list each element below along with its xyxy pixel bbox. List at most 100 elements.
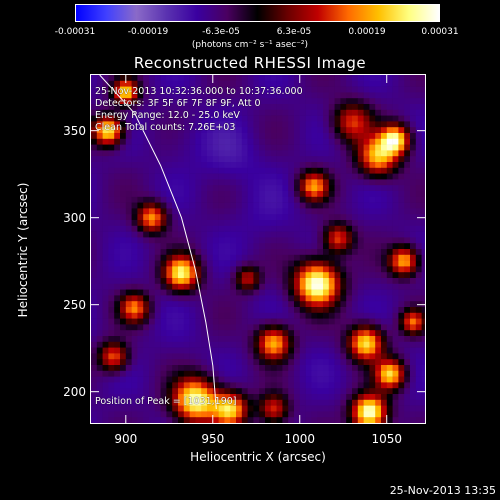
heatmap-cell [392,144,399,151]
heatmap-cell [410,138,417,145]
heatmap-cell [299,167,306,174]
heatmap-cell [160,225,167,232]
heatmap-cell [149,80,156,87]
heatmap-cell [352,336,359,343]
heatmap-cell [375,260,382,267]
heatmap-cell [259,185,266,192]
heatmap-cell [178,324,185,331]
heatmap-cell [183,86,190,93]
heatmap-cell [143,225,150,232]
heatmap-cell [149,295,156,302]
heatmap-cell [299,185,306,192]
heatmap-cell [270,133,277,140]
heatmap-cell [282,80,289,87]
heatmap-cell [201,191,208,198]
heatmap-cell [265,202,272,209]
heatmap-cell [178,353,185,360]
heatmap-cell [265,417,272,423]
heatmap-cell [212,121,219,128]
heatmap-cell [149,272,156,279]
heatmap-cell [102,75,109,82]
heatmap-cell [410,301,417,308]
heatmap-cell [120,353,127,360]
heatmap-cell [137,75,144,82]
heatmap-cell [259,231,266,238]
heatmap-cell [294,394,301,401]
heatmap-cell [189,220,196,227]
heatmap-cell [247,312,254,319]
heatmap-cell [102,127,109,134]
heatmap-cell [276,179,283,186]
heatmap-cell [346,196,353,203]
heatmap-cell [357,283,364,290]
heatmap-cell [288,289,295,296]
heatmap-cell [311,376,318,383]
heatmap-cell [265,115,272,122]
heatmap-cell [346,243,353,250]
heatmap-cell [183,399,190,406]
heatmap-cell [357,231,364,238]
heatmap-cell [236,278,243,285]
heatmap-cell [137,167,144,174]
heatmap-cell [346,214,353,221]
heatmap-cell [114,272,121,279]
heatmap-cell [230,405,237,412]
heatmap-cell [311,220,318,227]
heatmap-cell [102,370,109,377]
heatmap-cell [207,405,214,412]
heatmap-cell [265,353,272,360]
heatmap-cell [108,202,115,209]
heatmap-cell [247,208,254,215]
heatmap-cell [125,405,132,412]
heatmap-cell [299,208,306,215]
heatmap-cell [363,365,370,372]
heatmap-cell [120,301,127,308]
heatmap-cell [334,173,341,180]
heatmap-cell [265,150,272,157]
heatmap-cell [247,144,254,151]
heatmap-cell [323,243,330,250]
heatmap-cell [212,220,219,227]
heatmap-cell [381,272,388,279]
heatmap-cell [375,278,382,285]
heatmap-cell [183,324,190,331]
heatmap-cell [224,312,231,319]
heatmap-cell [195,86,202,93]
heatmap-cell [160,353,167,360]
heatmap-cell [381,289,388,296]
heatmap-cell [404,341,411,348]
heatmap-cell [218,191,225,198]
heatmap-cell [276,318,283,325]
heatmap-cell [334,185,341,192]
heatmap-cell [265,347,272,354]
heatmap-cell [265,249,272,256]
heatmap-cell [183,231,190,238]
heatmap-cell [334,365,341,372]
heatmap-cell [288,365,295,372]
heatmap-cell [311,370,318,377]
heatmap-cell [143,301,150,308]
heatmap-cell [323,272,330,279]
heatmap-cell [386,144,393,151]
heatmap-cell [178,330,185,337]
heatmap-cell [224,266,231,273]
heatmap-cell [415,202,422,209]
heatmap-cell [381,336,388,343]
heatmap-cell [265,359,272,366]
heatmap-cell [282,318,289,325]
heatmap-cell [328,109,335,116]
heatmap-cell [120,138,127,145]
heatmap-cell [381,80,388,87]
heatmap-cell [369,185,376,192]
heatmap-cell [253,295,260,302]
heatmap-cell [91,191,98,198]
heatmap-cell [212,353,219,360]
heatmap-cell [114,173,121,180]
heatmap-cell [398,336,405,343]
heatmap-cell [178,243,185,250]
heatmap-cell [386,341,393,348]
heatmap-cell [247,307,254,314]
heatmap-cell [386,353,393,360]
heatmap-cell [236,104,243,111]
heatmap-cell [166,237,173,244]
